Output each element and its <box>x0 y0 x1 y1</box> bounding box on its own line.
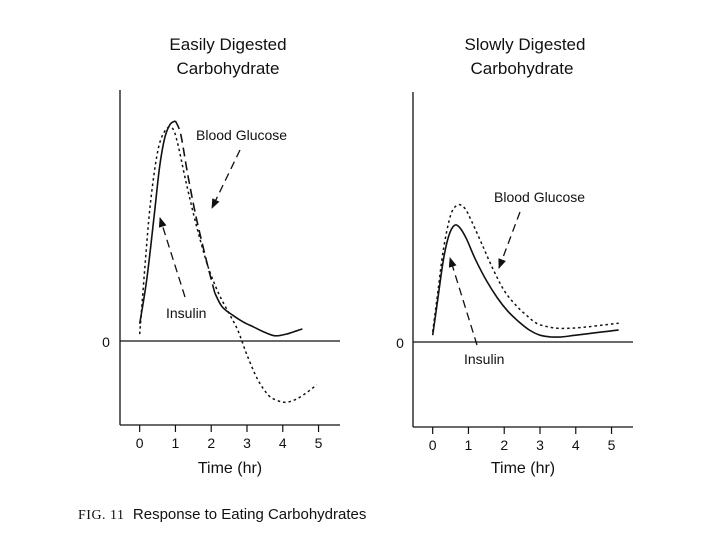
figure-caption-text: Response to Eating Carbohydrates <box>132 506 367 523</box>
x-tick-label: 1 <box>172 435 180 451</box>
x-tick-label: 3 <box>536 437 544 453</box>
y-tick-label-zero: 0 <box>102 334 110 350</box>
annotation-arrow-insulin <box>448 257 478 346</box>
series-blood-glucose-line <box>138 126 318 404</box>
x-axis-label: Time (hr) <box>198 460 262 477</box>
chart-slowly-digested: Slowly Digested Carbohydrate 0 0 1 2 3 4 5 Ti… <box>396 35 633 477</box>
figure-number: FIG. 11 <box>78 508 125 523</box>
series-blood-glucose-line <box>431 203 619 332</box>
annotation-insulin: Insulin <box>166 305 206 321</box>
annotation-arrow-blood-glucose <box>211 149 241 209</box>
annotation-insulin: Insulin <box>464 351 504 367</box>
figure-caption: FIG. 11 Response to Eating Carbohydrates <box>78 506 366 524</box>
x-tick-group: 0 1 2 3 4 5 <box>136 425 323 451</box>
chart-title-line-2: Carbohydrate <box>470 59 573 78</box>
chart-title-line-2: Carbohydrate <box>176 59 279 78</box>
x-tick-label: 2 <box>207 435 215 451</box>
annotation-blood-glucose: Blood Glucose <box>196 127 287 143</box>
annotation-arrow-insulin <box>158 217 186 298</box>
chart-easily-digested: Easily Digested Carbohydrate 0 0 1 2 3 4 5 Ti… <box>102 35 340 477</box>
x-tick-label: 1 <box>465 437 473 453</box>
chart-title-line-1: Slowly Digested <box>465 35 586 54</box>
x-axis-label: Time (hr) <box>491 460 555 477</box>
x-tick-label: 2 <box>500 437 508 453</box>
x-tick-label: 5 <box>608 437 616 453</box>
x-tick-label: 4 <box>279 435 287 451</box>
series-insulin-line <box>431 224 619 338</box>
annotation-arrow-blood-glucose <box>498 211 521 269</box>
annotation-blood-glucose: Blood Glucose <box>494 189 585 205</box>
x-tick-label: 0 <box>429 437 437 453</box>
x-tick-label: 0 <box>136 435 144 451</box>
x-tick-group: 0 1 2 3 4 5 <box>429 427 616 453</box>
x-tick-label: 4 <box>572 437 580 453</box>
chart-title-line-1: Easily Digested <box>169 35 286 54</box>
y-tick-label-zero: 0 <box>396 335 404 351</box>
x-tick-label: 5 <box>315 435 323 451</box>
x-tick-label: 3 <box>243 435 251 451</box>
series-insulin-line <box>138 120 303 337</box>
